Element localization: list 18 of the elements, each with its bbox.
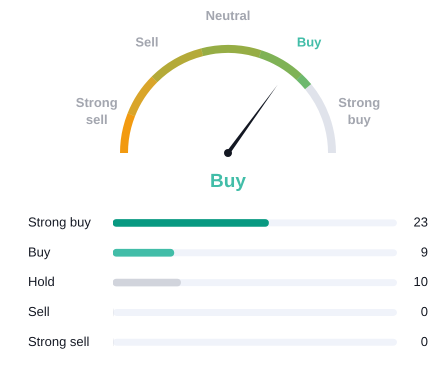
category-label: Sell [135, 34, 158, 50]
data-label: 0 [420, 334, 428, 349]
data-label: 23 [414, 214, 428, 230]
y-tick-label: Hold [28, 274, 55, 290]
text: Buy [210, 171, 246, 192]
category-label: Strong sell [76, 94, 118, 127]
data-label: 9 [420, 244, 428, 260]
category-label: Neutral [206, 8, 250, 23]
category-label: Strong buy [338, 94, 380, 127]
data-label: 0 [420, 304, 428, 320]
y-tick-label: Strong sell [28, 334, 90, 349]
category-label: Buy [296, 34, 322, 50]
bar [113, 248, 174, 257]
data-label: 10 [414, 274, 428, 290]
bar [113, 278, 181, 286]
y-tick-label: Sell [28, 304, 50, 320]
y-tick-label: Strong buy [28, 214, 92, 230]
y-tick-label: Buy [28, 244, 51, 260]
